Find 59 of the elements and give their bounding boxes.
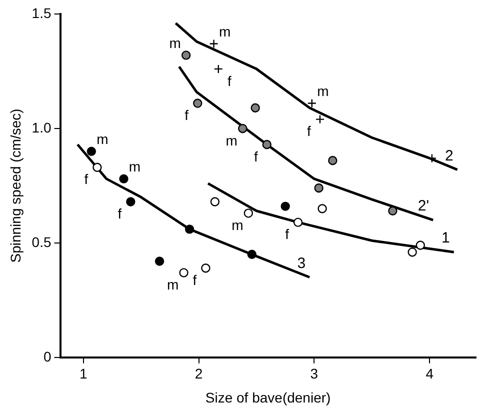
point — [86, 146, 96, 156]
point — [238, 124, 248, 134]
point — [201, 264, 210, 273]
point — [427, 154, 437, 163]
point — [193, 98, 202, 108]
series-label: 3 — [297, 254, 306, 272]
annotation: f — [307, 123, 312, 140]
x-tick-label: 2 — [194, 366, 203, 382]
point — [214, 64, 223, 74]
x-tick-label: 1 — [79, 366, 88, 382]
annotation: f — [84, 171, 88, 188]
point — [388, 206, 398, 216]
point — [262, 140, 272, 150]
point — [307, 98, 316, 108]
annotation: m — [169, 35, 181, 52]
x-tick-label: 4 — [426, 366, 434, 382]
series-label: 1 — [442, 230, 450, 247]
point — [126, 197, 136, 206]
annotation: f — [285, 226, 290, 242]
y-axis-title: Spinning speed (cm/sec) — [7, 108, 24, 263]
point — [247, 250, 256, 259]
point — [416, 240, 425, 250]
annotation: m — [317, 83, 329, 100]
annotation: m — [226, 132, 238, 148]
point — [209, 39, 218, 48]
annotation: m — [128, 158, 141, 175]
point — [408, 247, 417, 257]
x-axis-title: Size of bave(denier) — [205, 389, 331, 406]
point — [179, 268, 188, 278]
series-label: 2 — [444, 147, 454, 164]
annotation: f — [254, 148, 258, 164]
annotation: f — [118, 206, 122, 222]
x-tick-label: 3 — [310, 366, 318, 382]
annotation: f — [227, 72, 232, 89]
annotation: f — [184, 107, 189, 124]
point — [328, 156, 338, 166]
annotation: m — [218, 24, 231, 40]
annotation: f — [192, 272, 197, 288]
point — [181, 50, 191, 60]
y-tick-label: 0.5 — [32, 234, 52, 250]
point — [318, 204, 327, 214]
point — [250, 103, 260, 112]
annotation: m — [166, 276, 179, 293]
point — [92, 162, 102, 172]
point — [154, 256, 164, 266]
annotation: m — [232, 217, 244, 234]
point — [119, 174, 128, 184]
point — [280, 202, 290, 211]
point — [293, 218, 303, 227]
series-label: 2' — [418, 198, 430, 215]
point — [315, 114, 325, 124]
annotation: m — [96, 131, 108, 148]
y-tick-label: 0 — [43, 348, 52, 364]
y-tick-label: 1.0 — [32, 119, 52, 136]
point — [314, 183, 324, 193]
y-tick-label: 1.5 — [32, 4, 52, 21]
point — [210, 197, 220, 206]
point — [184, 224, 194, 234]
point — [244, 208, 254, 218]
